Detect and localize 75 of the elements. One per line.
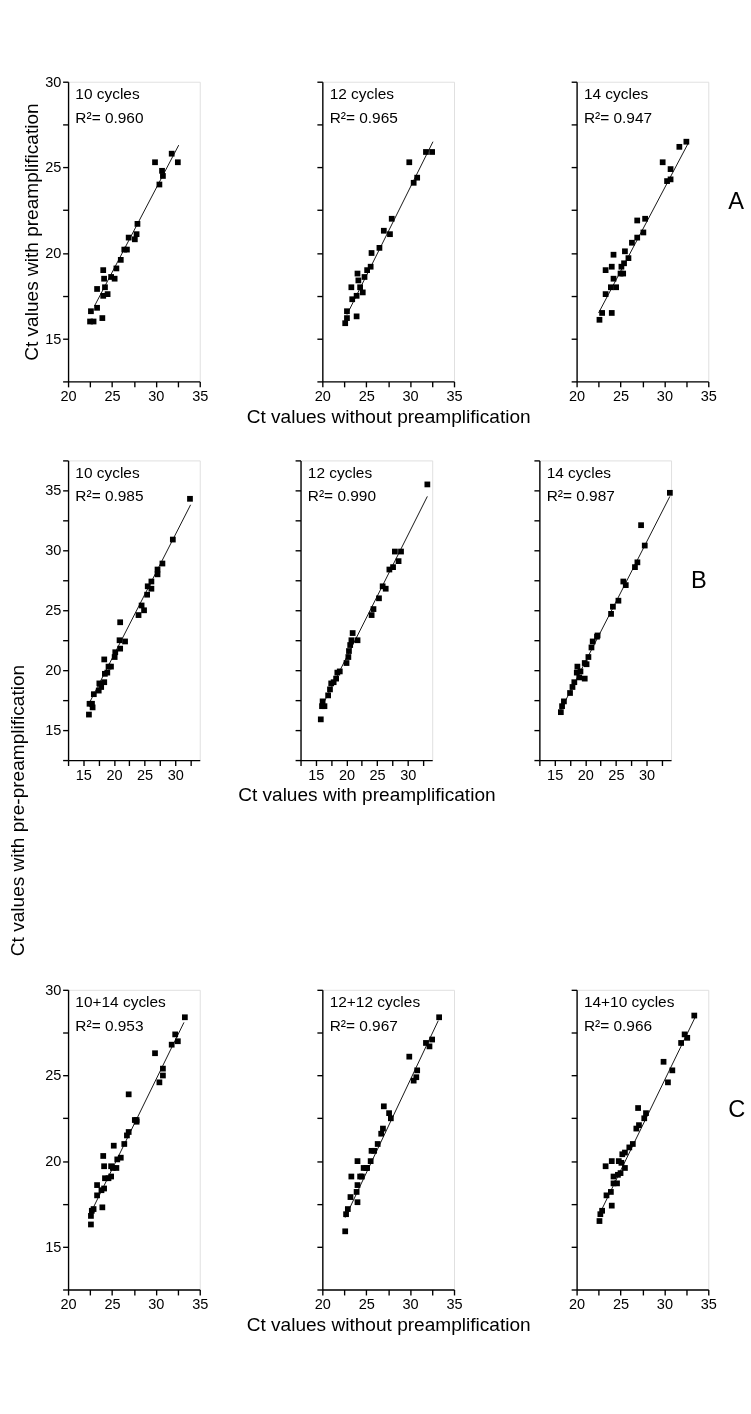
text: B bbox=[691, 566, 707, 593]
annotation: R²= 0.967 bbox=[329, 1016, 398, 1034]
x-tick-label: 30 bbox=[402, 387, 419, 404]
x-tick-label: 20 bbox=[338, 766, 356, 783]
x-tick-label: 20 bbox=[60, 387, 77, 404]
x-tick-label: 35 bbox=[192, 1296, 209, 1313]
annotation: R²= 0.965 bbox=[329, 108, 398, 126]
x-tick-label: 20 bbox=[60, 1296, 77, 1313]
y-tick-label: 15 bbox=[45, 330, 62, 347]
x-tick-label: 25 bbox=[612, 1296, 630, 1313]
y-tick-label: 20 bbox=[45, 1153, 62, 1170]
annotation: 14 cycles bbox=[546, 463, 612, 481]
x-tick-label: 25 bbox=[608, 766, 625, 783]
x-tick-label: 25 bbox=[358, 1296, 375, 1313]
y-tick-label: 25 bbox=[45, 1067, 62, 1084]
x-tick-label: 30 bbox=[167, 766, 184, 783]
x-tick-label: 35 bbox=[700, 1296, 717, 1313]
annotation: R²= 0.987 bbox=[546, 487, 615, 505]
y-tick-label: 30 bbox=[45, 981, 62, 998]
annotation: R²= 0.990 bbox=[307, 487, 376, 505]
x-tick-label: 25 bbox=[137, 766, 154, 783]
x-tick-label: 35 bbox=[700, 387, 717, 404]
x-tick-label: 15 bbox=[547, 766, 564, 783]
annotation: 10 cycles bbox=[75, 463, 140, 481]
x-tick-label: 20 bbox=[569, 1296, 586, 1313]
y-tick-label: 30 bbox=[45, 542, 62, 559]
x-tick-label: 30 bbox=[656, 387, 673, 404]
x-tick-label: 30 bbox=[656, 1296, 673, 1313]
x-tick-label: 35 bbox=[192, 387, 209, 404]
x-tick-label: 25 bbox=[612, 387, 630, 404]
y-tick-label: 25 bbox=[45, 602, 62, 619]
x-tick-label: 20 bbox=[577, 766, 594, 783]
x-axis-title: Ct values without preamplification bbox=[246, 405, 531, 427]
text: C bbox=[728, 1096, 746, 1122]
y-tick-label: 30 bbox=[45, 73, 62, 90]
x-tick-label: 35 bbox=[446, 1296, 463, 1313]
annotation: 12 cycles bbox=[329, 85, 395, 103]
y-axis-title: Ct values with preamplification bbox=[20, 103, 42, 361]
annotation: 10 cycles bbox=[75, 85, 140, 103]
x-tick-label: 15 bbox=[75, 766, 92, 783]
y-tick-label: 25 bbox=[45, 159, 62, 176]
x-tick-label: 20 bbox=[314, 387, 331, 404]
y-tick-label: 15 bbox=[45, 722, 62, 739]
annotation: R²= 0.960 bbox=[75, 108, 144, 126]
x-axis-title: Ct values with preamplification bbox=[238, 784, 496, 806]
x-tick-label: 25 bbox=[104, 387, 121, 404]
x-axis-title: Ct values without preamplification bbox=[246, 1313, 531, 1335]
x-tick-label: 20 bbox=[569, 387, 586, 404]
x-tick-label: 25 bbox=[104, 1296, 121, 1313]
y-tick-label: 35 bbox=[45, 482, 62, 499]
annotation: R²= 0.985 bbox=[75, 487, 144, 505]
x-tick-label: 20 bbox=[106, 766, 123, 783]
x-tick-label: 30 bbox=[148, 1296, 165, 1313]
x-tick-label: 30 bbox=[148, 387, 165, 404]
annotation: 14 cycles bbox=[583, 85, 649, 103]
annotation: 12 cycles bbox=[307, 463, 373, 481]
annotation: R²= 0.966 bbox=[583, 1016, 653, 1034]
x-tick-label: 30 bbox=[400, 766, 417, 783]
x-tick-label: 30 bbox=[402, 1296, 419, 1313]
y-tick-label: 15 bbox=[45, 1238, 62, 1255]
annotation: 14+10 cycles bbox=[583, 993, 675, 1011]
x-tick-label: 20 bbox=[314, 1296, 331, 1313]
x-tick-label: 25 bbox=[369, 766, 386, 783]
y-tick-label: 20 bbox=[45, 245, 62, 261]
x-tick-label: 30 bbox=[638, 766, 656, 783]
text: A bbox=[728, 187, 745, 214]
x-tick-label: 25 bbox=[358, 387, 375, 404]
annotation: R²= 0.953 bbox=[75, 1016, 144, 1034]
x-tick-label: 35 bbox=[446, 387, 463, 404]
annotation: 12+12 cycles bbox=[329, 993, 421, 1011]
y-tick-label: 20 bbox=[45, 662, 62, 679]
y-axis-title: Ct values with pre-preamplification bbox=[7, 664, 29, 957]
annotation: R²= 0.947 bbox=[583, 108, 653, 126]
annotation: 10+14 cycles bbox=[75, 993, 167, 1011]
x-tick-label: 15 bbox=[308, 766, 325, 783]
